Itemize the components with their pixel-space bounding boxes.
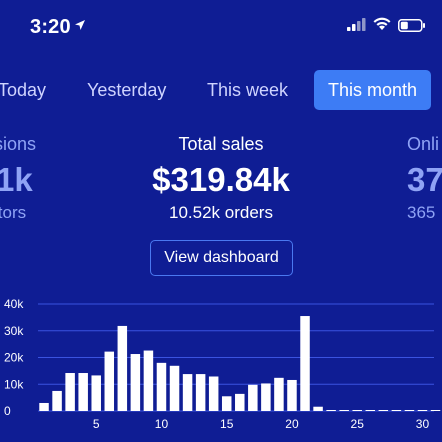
y-tick-label: 20k	[4, 351, 24, 365]
chart-bar	[391, 410, 402, 411]
chart-bar	[326, 410, 336, 411]
stat-online[interactable]: Onli 37 365	[407, 134, 442, 223]
tab-this-month[interactable]: This month	[314, 70, 432, 110]
y-tick-label: 0	[4, 404, 11, 418]
x-tick-label: 5	[93, 417, 100, 431]
battery-icon	[398, 19, 426, 37]
wifi-icon	[372, 16, 392, 36]
chart-bar	[52, 390, 62, 411]
x-tick-label: 15	[220, 417, 234, 431]
x-tick-label: 20	[285, 417, 299, 431]
chart-bar	[300, 316, 310, 411]
chart-bar	[235, 393, 245, 411]
stat-total-sales-label: Total sales	[178, 134, 264, 154]
tab-yesterday[interactable]: Yesterday	[87, 80, 167, 100]
period-tabs: Today Yesterday This week This month	[0, 70, 442, 112]
x-tick-label: 30	[416, 417, 430, 431]
chart-bar	[339, 410, 349, 411]
chart-bar	[208, 376, 219, 411]
chart-bar	[378, 410, 389, 411]
y-tick-label: 30k	[4, 324, 24, 338]
chart-bar	[261, 383, 271, 411]
chart-bar	[417, 410, 428, 411]
chart-bar	[287, 379, 297, 411]
chart-bar	[117, 325, 128, 411]
location-arrow-icon	[74, 18, 86, 34]
y-tick-label: 40k	[4, 297, 24, 311]
chart-bar	[430, 410, 441, 411]
chart-bar	[91, 375, 101, 411]
x-tick-label: 25	[351, 417, 365, 431]
chart-bar	[130, 354, 141, 411]
chart-bar	[221, 396, 232, 411]
chart-bar	[274, 377, 284, 411]
x-tick-label: 10	[155, 417, 169, 431]
chart-bar	[65, 373, 75, 411]
status-time: 3:20	[30, 16, 71, 38]
chart-bar	[352, 410, 362, 411]
stat-total-sales-value: $319.84k	[152, 161, 290, 198]
stat-visitors-label: sions	[0, 134, 37, 154]
view-dashboard-button[interactable]: View dashboard	[150, 240, 293, 276]
status-bar: 3:20	[0, 0, 442, 50]
chart-bar	[169, 365, 180, 411]
tab-this-week[interactable]: This week	[207, 80, 289, 100]
chart-bar	[143, 350, 154, 411]
stat-online-value: 37	[407, 161, 442, 198]
tab-today[interactable]: Today	[0, 80, 47, 100]
chart-bar	[78, 373, 88, 411]
cell-signal-icon	[347, 18, 367, 36]
stat-visitors[interactable]: sions 1k itors	[0, 134, 36, 223]
chart-bar	[313, 406, 323, 411]
chart-bar	[365, 410, 376, 411]
stat-total-sales-orders: 10.52k orders	[169, 203, 273, 222]
chart-bar	[39, 402, 49, 411]
chart-bar	[104, 351, 115, 411]
chart-bar	[156, 362, 167, 411]
stat-online-label: Onli	[407, 134, 440, 154]
stat-visitors-value: 1k	[0, 161, 33, 198]
stat-online-sub: 365	[407, 203, 436, 222]
stat-total-sales[interactable]: Total sales $319.84k 10.52k orders	[121, 134, 321, 223]
stat-visitors-sub: itors	[0, 203, 27, 222]
chart-bar	[404, 410, 415, 411]
chart-bar	[182, 374, 193, 411]
y-tick-label: 10k	[4, 377, 24, 391]
chart-bar	[248, 384, 258, 411]
chart-bar	[195, 374, 206, 411]
sales-bar-chart: 0 10k 20k 30k 40k 5 10 15 20 25 30	[4, 297, 441, 431]
